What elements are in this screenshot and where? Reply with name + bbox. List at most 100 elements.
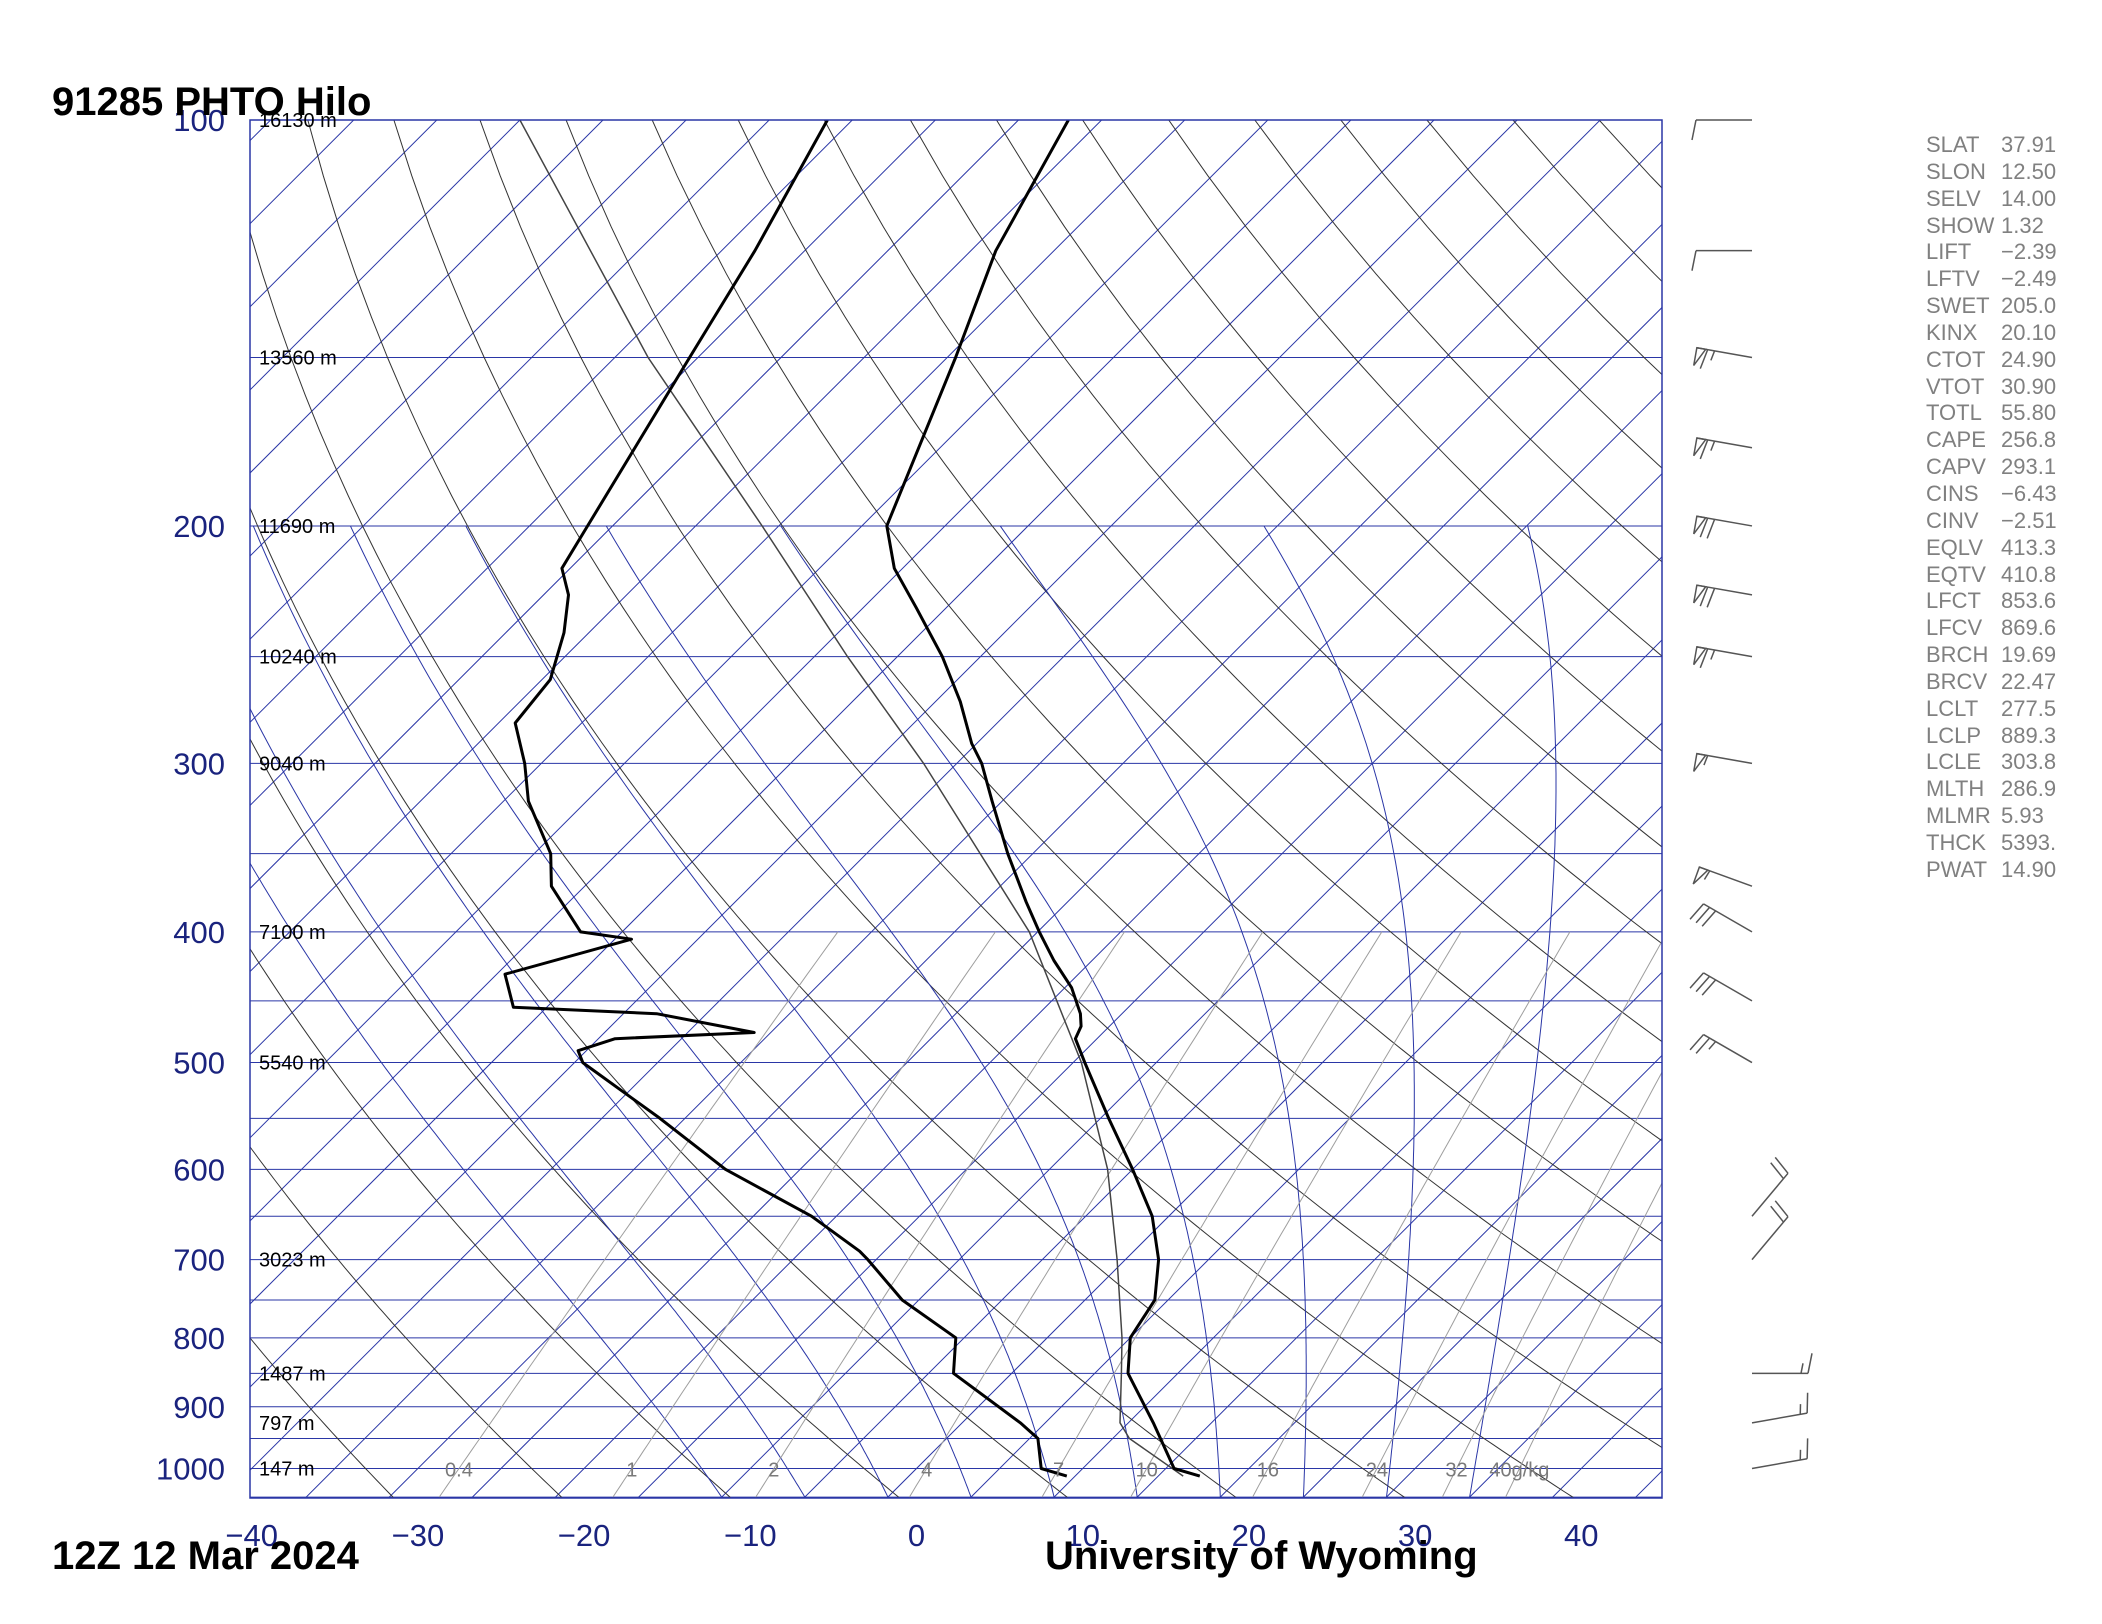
isotherm-line bbox=[304, 140, 1662, 1498]
pressure-tick-label: 700 bbox=[173, 1243, 225, 1278]
dry-adiabat bbox=[651, 120, 1662, 1242]
index-row: CAPV 293.1 bbox=[1926, 454, 2057, 481]
isotherm-line bbox=[250, 120, 355, 225]
mixing-ratio-line bbox=[1252, 931, 1571, 1498]
height-label: 10240 m bbox=[259, 647, 337, 669]
moist-adiabat bbox=[780, 525, 1221, 1498]
index-value: 205.0 bbox=[2001, 293, 2057, 319]
isotherm-line bbox=[636, 472, 1662, 1498]
index-name: LFCV bbox=[1926, 615, 1983, 641]
index-row: BRCH 19.69 bbox=[1926, 642, 2057, 669]
moist-adiabat bbox=[250, 862, 723, 1498]
mixing-ratio-label: 2 bbox=[768, 1460, 779, 1482]
plot-frame bbox=[249, 119, 1663, 1499]
isotherm-line bbox=[250, 120, 1601, 1471]
wind-barbs bbox=[1689, 119, 1813, 1470]
isotherm-line bbox=[250, 120, 604, 474]
mixing-ratio-line bbox=[908, 931, 1264, 1498]
index-value: 303.8 bbox=[2001, 749, 2057, 775]
wind-barb bbox=[1692, 515, 1753, 539]
index-row: SLAT 37.91 bbox=[1926, 132, 2057, 159]
dry-adiabat bbox=[0, 120, 249, 1524]
temperature-line bbox=[885, 120, 1201, 1478]
mixing-ratio-label: 32 bbox=[1445, 1460, 1467, 1482]
wind-barb bbox=[1689, 903, 1753, 933]
moist-adiabat bbox=[465, 525, 1055, 1498]
dry-adiabat bbox=[250, 506, 1070, 1498]
moist-adiabat bbox=[1263, 525, 1415, 1498]
index-value: 24.90 bbox=[2001, 346, 2057, 372]
isotherm-line bbox=[250, 120, 438, 308]
wind-barb bbox=[1751, 1156, 1789, 1217]
isotherm-line bbox=[250, 120, 1103, 973]
temperature-tick-label: 0 bbox=[908, 1518, 925, 1553]
sounding-profiles bbox=[503, 120, 1201, 1478]
dry-adiabat bbox=[307, 120, 1407, 1498]
index-name: MLMR bbox=[1926, 803, 1991, 829]
index-name: VTOT bbox=[1926, 373, 1985, 399]
wind-barb bbox=[1692, 584, 1753, 608]
dry-adiabat bbox=[1082, 120, 1662, 752]
index-name: CINV bbox=[1926, 507, 1979, 533]
isotherm-line bbox=[969, 805, 1662, 1498]
index-value: 14.90 bbox=[2001, 856, 2057, 882]
pressure-tick-label: 300 bbox=[173, 746, 225, 781]
index-name: SWET bbox=[1926, 293, 1990, 319]
isotherm-line bbox=[720, 556, 1662, 1498]
temperature-tick-label: −20 bbox=[558, 1518, 611, 1553]
credit-label: University of Wyoming bbox=[1045, 1534, 1478, 1578]
index-value: −2.39 bbox=[2001, 239, 2057, 265]
height-label: 7100 m bbox=[259, 922, 326, 944]
mixing-ratio-line bbox=[1361, 940, 1662, 1498]
index-row: SHOW 1.32 bbox=[1926, 213, 2057, 240]
isotherm-line bbox=[1135, 971, 1662, 1498]
index-row: LCLE 303.8 bbox=[1926, 749, 2057, 776]
index-name: SHOW bbox=[1926, 212, 1995, 238]
wind-barb bbox=[1691, 249, 1752, 271]
height-label: 16130 m bbox=[259, 110, 337, 132]
temperature-tick-label: 20 bbox=[1232, 1518, 1266, 1553]
height-label: 3023 m bbox=[259, 1250, 326, 1272]
wind-barb bbox=[1692, 752, 1753, 772]
moist-adiabat bbox=[349, 525, 972, 1498]
isotherm-line bbox=[250, 120, 1435, 1305]
index-value: 1.32 bbox=[2001, 212, 2044, 238]
isotherm-line bbox=[553, 389, 1662, 1498]
mixing-ratio-label: 16 bbox=[1257, 1460, 1279, 1482]
moist-adiabat bbox=[999, 525, 1307, 1498]
index-name: LCLE bbox=[1926, 749, 1982, 775]
index-value: −2.49 bbox=[2001, 266, 2057, 292]
moist-adiabats bbox=[250, 525, 1557, 1498]
index-name: LCLP bbox=[1926, 722, 1982, 748]
index-name: SLAT bbox=[1926, 132, 1980, 157]
pressure-tick-label: 200 bbox=[173, 509, 225, 544]
isotherm-line bbox=[1301, 1137, 1662, 1498]
sounding-date: 12Z 12 Mar 2024 bbox=[52, 1534, 359, 1578]
mixing-ratio-line bbox=[1505, 1181, 1662, 1498]
index-value: 5.93 bbox=[2001, 803, 2044, 829]
wind-barb bbox=[1692, 437, 1753, 460]
dry-adiabat bbox=[250, 947, 732, 1498]
height-label: 13560 m bbox=[259, 347, 337, 369]
isotherm-line bbox=[250, 120, 272, 142]
index-name: PWAT bbox=[1926, 856, 1988, 882]
dewpoint-line bbox=[503, 120, 1068, 1478]
isotherm-line bbox=[250, 120, 854, 724]
wind-barb bbox=[1751, 1392, 1809, 1424]
isotherm-line bbox=[0, 90, 134, 1524]
index-row: TOTL 55.80 bbox=[1926, 400, 2057, 427]
index-row: LIFT −2.39 bbox=[1926, 239, 2057, 266]
index-name: BRCH bbox=[1926, 642, 1989, 668]
wind-barb bbox=[1689, 1033, 1753, 1064]
temperature-tick-label: −10 bbox=[724, 1518, 777, 1553]
parcel-line bbox=[519, 120, 1184, 1477]
mixing-ratio-label: 7 bbox=[1053, 1460, 1064, 1482]
isotherm-line bbox=[250, 120, 1186, 1056]
wind-barb bbox=[1692, 866, 1753, 887]
index-row: EQLV 413.3 bbox=[1926, 535, 2057, 562]
wind-barb bbox=[1752, 1353, 1813, 1375]
pressure-tick-label: 800 bbox=[173, 1321, 225, 1356]
isotherm-line bbox=[250, 120, 521, 391]
